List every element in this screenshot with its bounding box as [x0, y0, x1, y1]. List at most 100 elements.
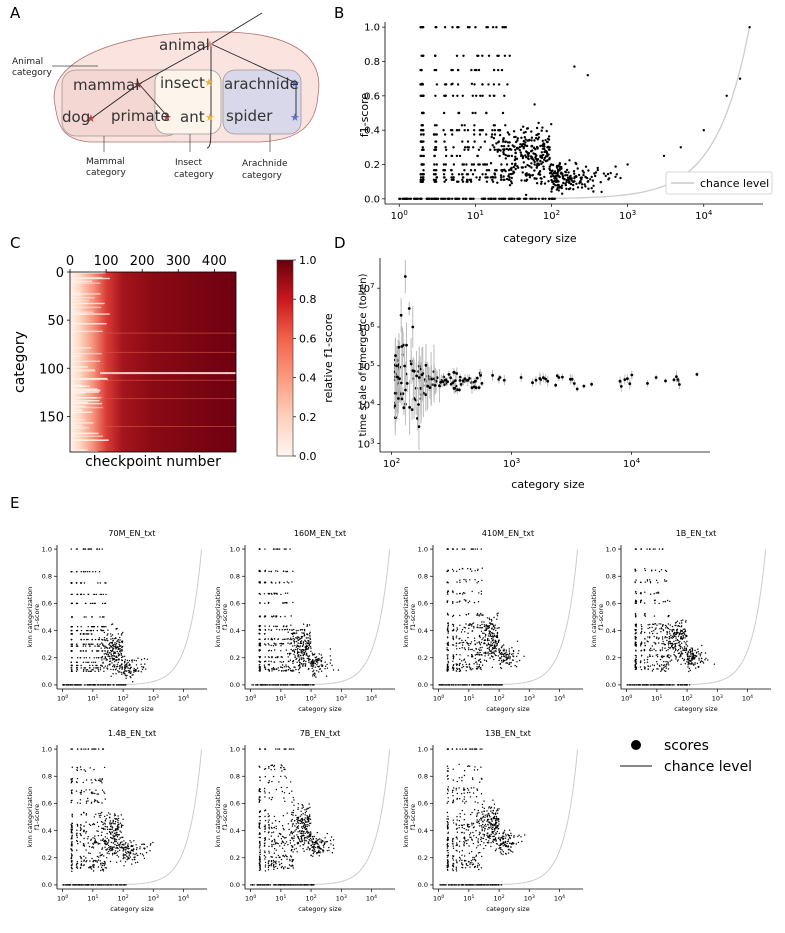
- score-point: [478, 659, 480, 661]
- score-point: [451, 630, 454, 632]
- score-point: [130, 666, 132, 669]
- score-point: [508, 173, 511, 176]
- score-point: [329, 655, 332, 657]
- score-point: [85, 657, 88, 659]
- score-point: [89, 571, 91, 573]
- score-point: [95, 684, 97, 686]
- score-point: [291, 650, 294, 652]
- score-point: [91, 782, 93, 784]
- spider-star-icon: ★: [290, 111, 300, 124]
- score-point: [93, 801, 96, 803]
- score-point: [93, 593, 96, 596]
- score-point: [127, 667, 129, 669]
- score-point: [98, 650, 100, 652]
- score-point: [488, 647, 490, 649]
- score-point: [116, 663, 119, 665]
- score-point: [550, 171, 553, 175]
- score-point: [98, 780, 101, 782]
- score-point: [122, 645, 124, 648]
- score-point: [96, 643, 99, 645]
- score-point: [274, 649, 276, 651]
- score-point: [668, 642, 670, 644]
- score-point: [534, 137, 538, 140]
- score-point: [606, 172, 610, 176]
- score-point: [91, 791, 93, 793]
- score-point: [88, 661, 90, 663]
- emergence-point: [572, 382, 576, 385]
- emergence-point: [397, 345, 401, 349]
- score-point: [70, 661, 72, 663]
- score-point: [100, 854, 103, 856]
- score-point: [451, 82, 454, 86]
- score-point: [452, 644, 455, 646]
- score-point: [503, 26, 506, 29]
- emergence-point: [590, 382, 593, 386]
- score-point: [467, 632, 469, 634]
- y-tick-label: 0.8: [606, 573, 616, 581]
- score-point: [656, 654, 659, 656]
- score-point: [550, 123, 553, 126]
- score-point: [446, 600, 448, 602]
- score-point: [76, 861, 79, 863]
- score-point: [540, 129, 543, 132]
- score-point: [302, 657, 304, 659]
- score-point: [85, 629, 88, 632]
- score-point: [326, 667, 329, 669]
- score-point: [447, 622, 449, 624]
- score-point: [297, 642, 299, 644]
- score-point: [537, 197, 541, 200]
- score-point: [663, 664, 666, 666]
- subplot-ylabel-line2: f1-score: [221, 604, 229, 630]
- score-point: [446, 667, 448, 669]
- score-point: [120, 649, 123, 651]
- score-point: [647, 668, 650, 670]
- score-point: [289, 629, 291, 631]
- score-point: [76, 602, 78, 605]
- score-point: [75, 790, 78, 792]
- score-point: [293, 666, 295, 668]
- score-point: [298, 664, 301, 666]
- score-point: [666, 627, 669, 629]
- score-point: [483, 624, 486, 626]
- score-point: [438, 684, 440, 686]
- score-point: [88, 633, 90, 635]
- score-point: [90, 548, 93, 550]
- score-point: [79, 657, 82, 659]
- score-point: [679, 655, 681, 657]
- score-point: [97, 684, 99, 686]
- score-point: [495, 648, 497, 650]
- score-point: [530, 145, 533, 148]
- score-point: [302, 642, 305, 644]
- score-point: [258, 666, 261, 668]
- score-point: [273, 661, 276, 663]
- score-point: [307, 647, 310, 649]
- score-point: [479, 658, 481, 660]
- score-point: [97, 835, 100, 837]
- score-point: [264, 628, 266, 631]
- score-point: [296, 644, 298, 646]
- score-point: [463, 148, 466, 151]
- score-point: [465, 173, 469, 176]
- score-point: [90, 779, 92, 781]
- score-point: [94, 661, 97, 663]
- score-point: [95, 593, 98, 596]
- score-point: [449, 684, 451, 686]
- score-point: [644, 638, 646, 640]
- score-point: [419, 178, 422, 181]
- y-tick-label: 1.0: [418, 545, 428, 553]
- score-point: [268, 644, 270, 646]
- score-point: [77, 664, 79, 667]
- score-point: [107, 652, 109, 654]
- score-point: [120, 656, 123, 659]
- score-point: [76, 626, 79, 628]
- score-point: [655, 592, 657, 594]
- score-point: [101, 626, 103, 628]
- score-point: [290, 615, 292, 617]
- score-point: [446, 592, 449, 594]
- score-point: [259, 664, 261, 666]
- score-point: [515, 146, 519, 150]
- score-point: [116, 684, 118, 686]
- score-point: [512, 653, 514, 655]
- score-point: [446, 628, 449, 630]
- score-point: [492, 637, 494, 639]
